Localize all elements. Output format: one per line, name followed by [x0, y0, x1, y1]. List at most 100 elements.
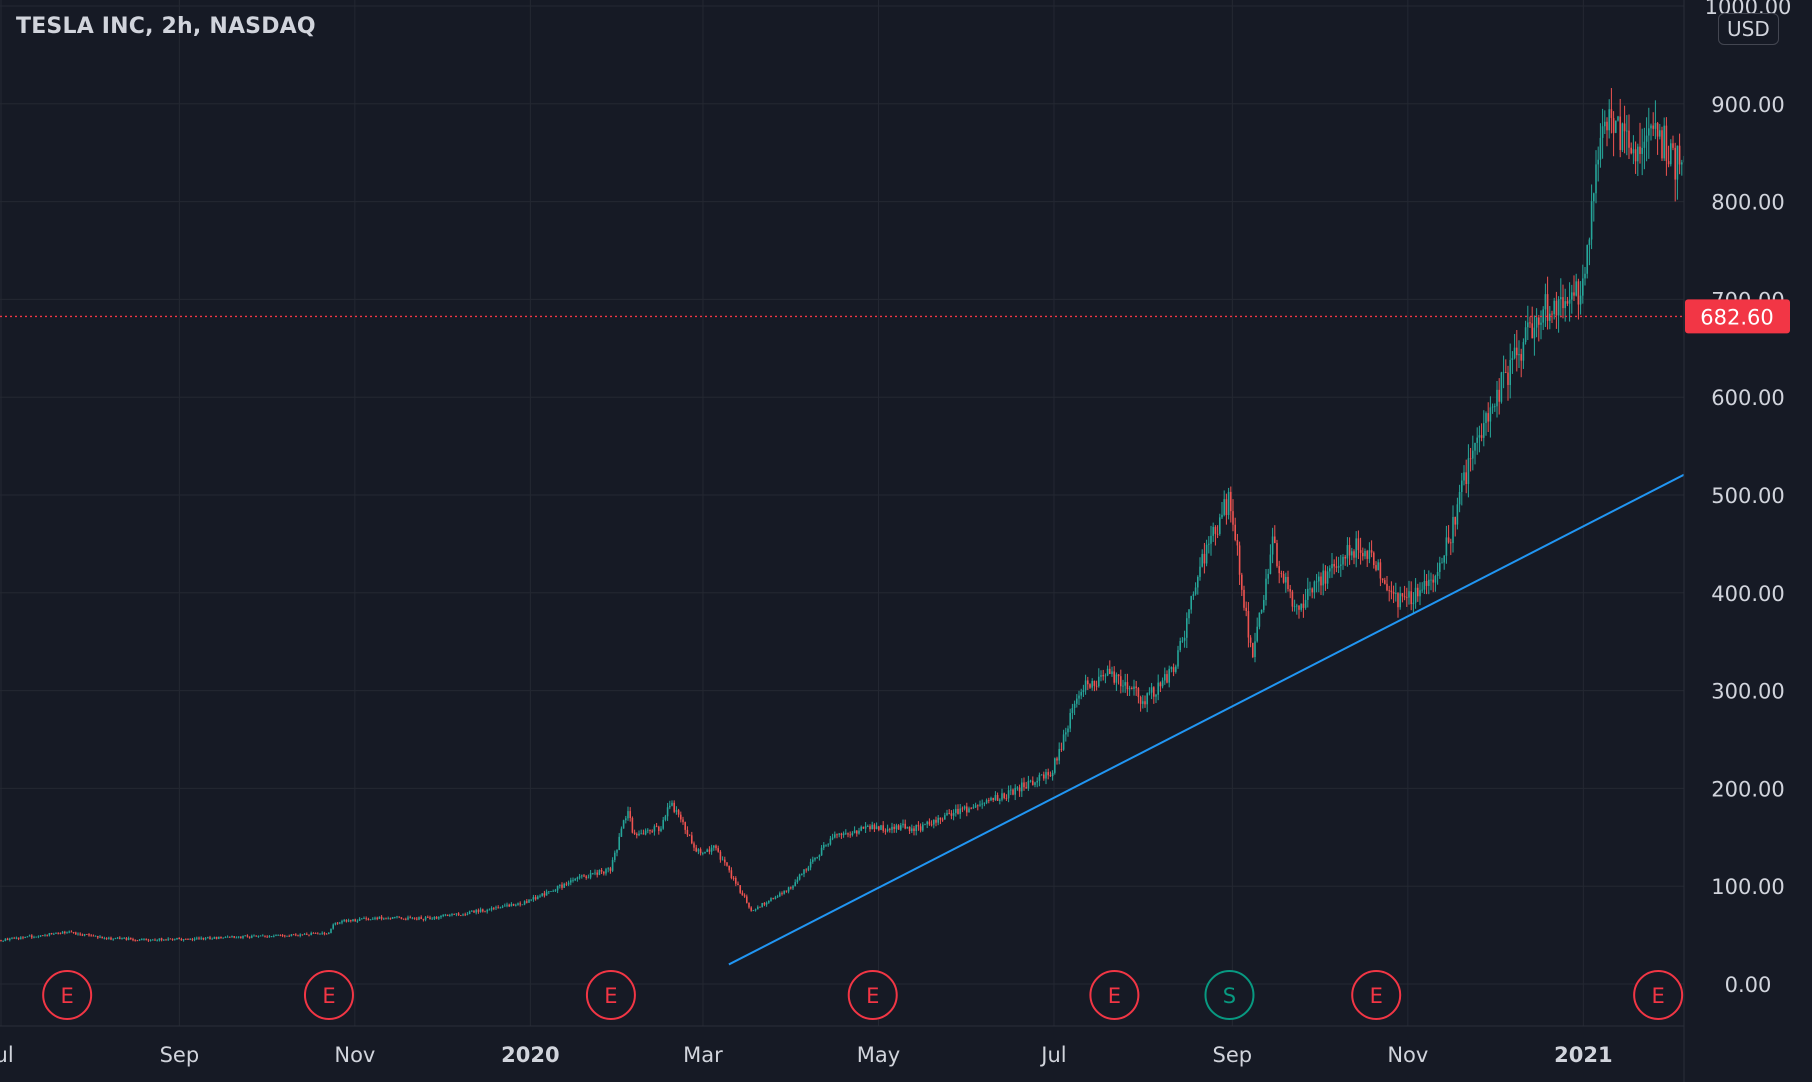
- candle: [768, 900, 770, 904]
- earnings-event-marker[interactable]: E: [1633, 970, 1684, 1020]
- candle-body: [589, 873, 592, 878]
- candle-body: [977, 805, 979, 807]
- candle: [154, 938, 156, 941]
- candle: [35, 936, 37, 938]
- earnings-event-marker[interactable]: E: [585, 970, 636, 1020]
- candle-body: [451, 914, 453, 916]
- candle: [1241, 572, 1243, 597]
- candle-body: [1326, 571, 1329, 584]
- candle-body: [442, 914, 444, 916]
- candle: [281, 933, 284, 938]
- candle-body: [61, 931, 64, 934]
- candle: [290, 934, 293, 937]
- candle-body: [737, 883, 739, 886]
- candle: [471, 910, 473, 912]
- candle: [1139, 695, 1142, 712]
- earnings-event-marker[interactable]: E: [303, 970, 354, 1020]
- candle-body: [814, 857, 816, 860]
- candle-body: [372, 918, 374, 920]
- earnings-event-marker[interactable]: E: [847, 970, 898, 1020]
- candle: [1595, 150, 1597, 204]
- earnings-event-marker[interactable]: E: [42, 970, 93, 1020]
- candle: [779, 891, 781, 898]
- event-label: E: [1370, 984, 1383, 1008]
- candle-body: [114, 938, 117, 940]
- candle: [578, 873, 581, 880]
- candle-body: [732, 878, 735, 879]
- candle: [37, 935, 40, 939]
- candle: [1617, 115, 1619, 122]
- candle: [858, 827, 860, 835]
- candle-body: [512, 904, 515, 906]
- currency-badge[interactable]: USD: [1718, 13, 1779, 45]
- candle: [1454, 516, 1456, 537]
- candle: [497, 905, 499, 909]
- candle-body: [510, 904, 513, 907]
- candle: [1216, 525, 1219, 539]
- candle-body: [1137, 688, 1140, 698]
- trendline-layer[interactable]: [728, 435, 1760, 966]
- candle-body: [1263, 600, 1265, 610]
- candle-body: [999, 799, 1001, 801]
- candle: [1337, 556, 1340, 574]
- candle: [787, 886, 790, 894]
- candle-body: [257, 936, 260, 937]
- candle: [845, 829, 847, 835]
- split-event-marker[interactable]: S: [1204, 970, 1255, 1020]
- candle-body: [1183, 637, 1186, 641]
- candle-body: [1568, 299, 1571, 304]
- candle: [1333, 559, 1335, 575]
- candle: [1065, 727, 1067, 742]
- candle: [279, 934, 282, 937]
- candle: [1304, 588, 1307, 610]
- candle: [809, 858, 812, 871]
- candle-body: [1670, 143, 1672, 165]
- symbol-title[interactable]: TESLA INC, 2h, NASDAQ: [16, 14, 316, 39]
- candle-body: [664, 816, 667, 820]
- candle: [218, 936, 220, 940]
- candle: [1520, 348, 1522, 378]
- candle-body: [1458, 491, 1461, 505]
- candle-body: [1502, 372, 1505, 373]
- candle-body: [715, 845, 717, 849]
- candle-body: [292, 934, 295, 936]
- candle-body: [455, 913, 458, 915]
- candle-body: [94, 935, 97, 937]
- candle-body: [350, 920, 352, 922]
- candle-body: [1546, 294, 1549, 321]
- candle-body: [871, 824, 873, 830]
- candle-body: [860, 826, 862, 831]
- earnings-event-marker[interactable]: E: [1089, 970, 1140, 1020]
- candle-body: [1309, 588, 1311, 590]
- candle: [869, 824, 871, 832]
- candle: [904, 819, 906, 830]
- candle: [314, 932, 317, 934]
- candle: [1485, 411, 1487, 436]
- candle: [1111, 666, 1113, 677]
- candle: [1674, 142, 1676, 202]
- candle-body: [1474, 442, 1476, 451]
- candle: [242, 935, 244, 940]
- candle-body: [497, 907, 499, 909]
- candle: [380, 915, 383, 921]
- candle: [1326, 566, 1329, 589]
- candle-body: [1298, 605, 1300, 610]
- candle: [884, 828, 887, 835]
- last-price-badge[interactable]: 682.60: [1685, 299, 1790, 334]
- candle: [176, 937, 178, 940]
- candle: [1010, 785, 1012, 796]
- candle: [988, 797, 990, 804]
- candle: [1447, 525, 1450, 544]
- candle: [407, 915, 409, 921]
- candle: [1069, 708, 1071, 733]
- candle: [1203, 542, 1206, 574]
- candle-body: [902, 823, 904, 826]
- candle: [735, 876, 737, 887]
- candle: [1397, 592, 1399, 618]
- candle: [424, 916, 427, 922]
- candle-body: [774, 897, 777, 899]
- earnings-event-marker[interactable]: E: [1351, 970, 1402, 1020]
